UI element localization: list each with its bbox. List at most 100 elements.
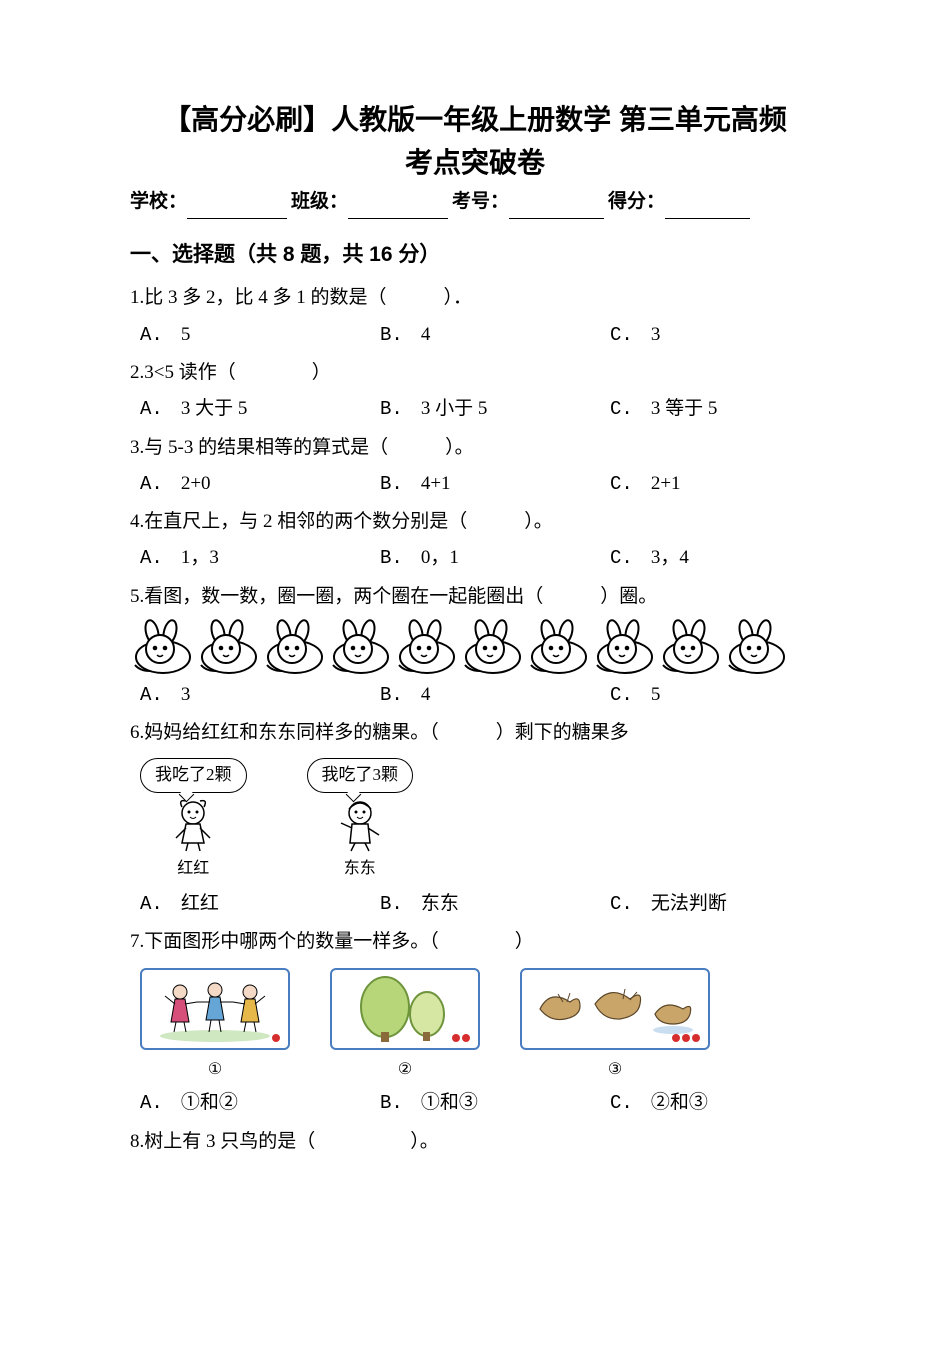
info-school-label: 学校： [130, 186, 187, 218]
section-1-heading: 一、选择题（共 8 题，共 16 分） [130, 237, 820, 273]
q1-opt-c[interactable]: C. 3 [610, 319, 730, 351]
q7-card-2 [330, 968, 480, 1050]
q7-figures: ① ② [140, 968, 820, 1083]
opt-label-a: A. [140, 679, 163, 711]
info-class: 班级： [291, 186, 448, 218]
q3-opt-c[interactable]: C. 2+1 [610, 468, 730, 500]
q2-opt-a[interactable]: A.3 大于 5 [140, 393, 380, 425]
q3-opt-b[interactable]: B.4+1 [380, 468, 610, 500]
q6-b-text: 东东 [421, 888, 459, 920]
q7-opt-a[interactable]: A. ①和② [140, 1087, 380, 1119]
opt-label-a: A. [140, 542, 163, 574]
q6-name-2: 东东 [344, 855, 376, 882]
q5-opt-b[interactable]: B.4 [380, 679, 610, 711]
opt-label-a: A. [140, 1087, 163, 1119]
opt-label-c: C. [610, 393, 633, 425]
q7-card-1-wrap: ① [140, 968, 290, 1083]
q6-name-1: 红红 [177, 855, 209, 882]
q6-kid-honghong: 我吃了2颗 红红 [140, 758, 247, 882]
q3-c-text: 2+1 [651, 468, 681, 500]
q3-a-text: 2+0 [181, 468, 211, 500]
q6-opt-c[interactable]: C.无法判断 [610, 888, 760, 920]
q1-opt-b[interactable]: B.4 [380, 319, 610, 351]
info-class-blank[interactable] [348, 197, 448, 219]
info-score: 得分： [608, 186, 750, 218]
q7-a-text: ①和② [181, 1087, 238, 1119]
q6-a-text: 红红 [181, 888, 219, 920]
q1-c-text: 3 [651, 319, 661, 351]
q7-c-text: ②和③ [651, 1087, 708, 1119]
bunny-icon [526, 619, 592, 675]
opt-label-b: B. [380, 888, 403, 920]
bunny-icon [658, 619, 724, 675]
info-score-blank[interactable] [665, 197, 750, 219]
q5-opt-a[interactable]: A. 3 [140, 679, 380, 711]
info-school-blank[interactable] [187, 197, 287, 219]
q7-card-3 [520, 968, 710, 1050]
q6-opt-b[interactable]: B. 东东 [380, 888, 610, 920]
bunny-icon [328, 619, 394, 675]
q2-c-text: 3 等于 5 [651, 393, 718, 425]
q2-text: 2.3<5 读作（ ） [130, 357, 820, 389]
q5-opt-c[interactable]: C. 5 [610, 679, 730, 711]
info-examno: 考号： [452, 186, 604, 218]
opt-label-c: C. [610, 468, 633, 500]
q6-text: 6.妈妈给红红和东东同样多的糖果。（ ）剩下的糖果多 [130, 717, 820, 749]
q7-card-2-dots [452, 1034, 470, 1042]
bunny-icon [394, 619, 460, 675]
q5-text: 5.看图，数一数，圈一圈，两个圈在一起能圈出（ ）圈。 [130, 581, 820, 613]
opt-label-a: A. [140, 468, 163, 500]
q2-b-text: 3 小于 5 [421, 393, 488, 425]
q7-label-2: ② [330, 1056, 480, 1083]
q7-label-3: ③ [520, 1056, 710, 1083]
q4-opt-a[interactable]: A.1，3 [140, 542, 380, 574]
q6-opt-a[interactable]: A. 红红 [140, 888, 380, 920]
student-info-row: 学校： 班级： 考号： 得分： [130, 186, 820, 218]
q4-text: 4.在直尺上，与 2 相邻的两个数分别是（ ）。 [130, 506, 820, 538]
opt-label-b: B. [380, 542, 403, 574]
info-class-label: 班级： [291, 186, 348, 218]
opt-label-b: B. [380, 679, 403, 711]
q7-opt-b[interactable]: B.①和③ [380, 1087, 610, 1119]
q2-opt-b[interactable]: B.3 小于 5 [380, 393, 610, 425]
q1-b-text: 4 [421, 319, 431, 351]
q7-card-1-dots [272, 1034, 280, 1042]
opt-label-b: B. [380, 1087, 403, 1119]
opt-label-a: A. [140, 319, 163, 351]
q7-opt-c[interactable]: C. ②和③ [610, 1087, 760, 1119]
q5-c-text: 5 [651, 679, 661, 711]
q7-card-3-dots [672, 1034, 700, 1042]
q8-text: 8.树上有 3 只鸟的是（ ）。 [130, 1126, 820, 1158]
q6-speech-1: 我吃了2颗 [140, 758, 247, 793]
q2-a-text: 3 大于 5 [181, 393, 248, 425]
q4-b-text: 0，1 [421, 542, 459, 574]
q1-text: 1.比 3 多 2，比 4 多 1 的数是（ ）． [130, 282, 820, 314]
opt-label-c: C. [610, 679, 633, 711]
q2-opt-c[interactable]: C. 3 等于 5 [610, 393, 760, 425]
opt-label-c: C. [610, 319, 633, 351]
q4-opt-c[interactable]: C.3，4 [610, 542, 730, 574]
bunny-icon [130, 619, 196, 675]
q5-a-text: 3 [181, 679, 191, 711]
q6-figures: 我吃了2颗 红红 我吃了3颗 东东 [140, 758, 820, 882]
q6-speech-2: 我吃了3颗 [307, 758, 414, 793]
q4-opt-b[interactable]: B. 0，1 [380, 542, 610, 574]
q1-opt-a[interactable]: A.5 [140, 319, 380, 351]
q7-card-1 [140, 968, 290, 1050]
bunny-icon [724, 619, 790, 675]
kid-icon-honghong [158, 793, 228, 853]
bunny-icon [262, 619, 328, 675]
q3-opt-a[interactable]: A. 2+0 [140, 468, 380, 500]
q7-card-3-wrap: ③ [520, 968, 710, 1083]
opt-label-a: A. [140, 888, 163, 920]
q7-options: A. ①和② B.①和③ C. ②和③ [130, 1087, 820, 1119]
opt-label-c: C. [610, 1087, 633, 1119]
q4-c-text: 3，4 [651, 542, 689, 574]
dancing-girls-icon [145, 974, 285, 1044]
q6-options: A. 红红 B. 东东 C.无法判断 [130, 888, 820, 920]
info-examno-blank[interactable] [509, 197, 604, 219]
q4-options: A.1，3 B. 0，1 C.3，4 [130, 542, 820, 574]
q3-options: A. 2+0 B.4+1 C. 2+1 [130, 468, 820, 500]
q1-options: A.5 B.4 C. 3 [130, 319, 820, 351]
q7-text: 7.下面图形中哪两个的数量一样多。（ ） [130, 926, 820, 958]
